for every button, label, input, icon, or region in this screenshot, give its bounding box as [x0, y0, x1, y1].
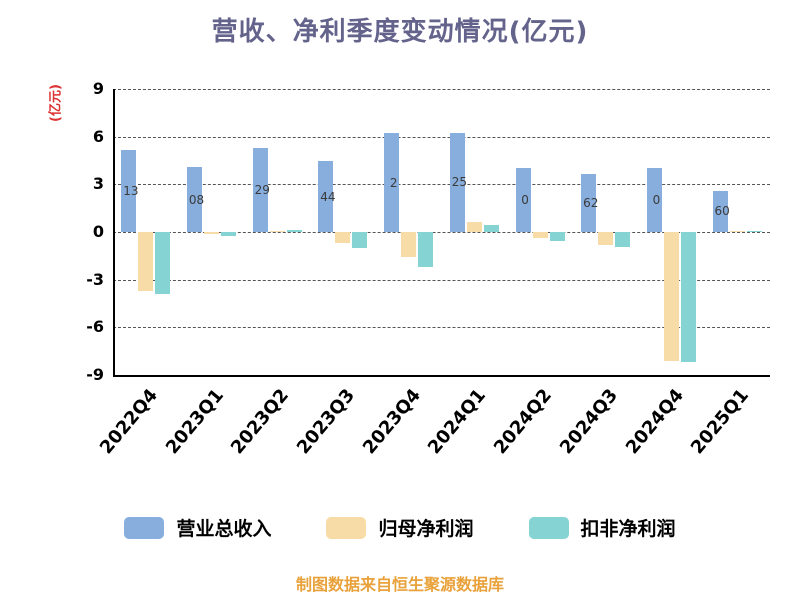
bar-non-gaap-net-profit-2024Q3	[615, 232, 631, 248]
bar-net-profit-2023Q1	[204, 232, 220, 235]
x-axis-tick: 2022Q4	[95, 385, 162, 459]
bar-value-label: 29	[254, 182, 270, 197]
bar-revenue-2024Q3	[581, 174, 597, 232]
bar-revenue-2023Q2	[252, 147, 268, 232]
legend-label-net-profit: 归母净利润	[378, 518, 474, 540]
bar-net-profit-2025Q1	[729, 231, 745, 232]
x-axis-line	[113, 375, 770, 377]
bar-value-label: 44	[320, 189, 336, 204]
y-axis-tick: -9	[86, 365, 104, 385]
gridline	[113, 184, 770, 186]
bar-revenue-2022Q4	[121, 150, 137, 232]
bar-non-gaap-net-profit-2023Q4	[418, 232, 434, 267]
bar-revenue-2025Q1	[712, 190, 728, 232]
y-axis-tick: -6	[86, 317, 104, 337]
bar-net-profit-2023Q4	[401, 232, 417, 258]
bar-revenue-2023Q1	[187, 167, 203, 232]
y-axis-tick: 3	[92, 174, 104, 194]
bar-net-profit-2024Q1	[466, 221, 482, 232]
bar-net-profit-2024Q4	[663, 232, 679, 361]
x-axis-tick: 2023Q4	[358, 385, 425, 459]
bar-net-profit-2024Q3	[598, 232, 614, 245]
gridline	[113, 232, 770, 233]
bar-value-label: 60	[714, 204, 730, 219]
gridline	[113, 279, 770, 281]
bar-non-gaap-net-profit-2024Q2	[549, 232, 565, 241]
x-axis-tick: 2023Q1	[161, 385, 228, 459]
bar-value-label: 2	[389, 175, 398, 190]
data-source-note: 制图数据来自恒生聚源数据库	[295, 575, 504, 594]
x-axis-tick: 2024Q3	[555, 385, 622, 459]
bar-value-label: 62	[583, 196, 599, 211]
legend-item-non-gaap-net-profit: 扣非净利润	[528, 514, 676, 541]
legend-swatch-non-gaap-net-profit	[528, 516, 569, 539]
bar-non-gaap-net-profit-2023Q3	[352, 232, 368, 248]
x-axis-tick: 2024Q2	[489, 385, 557, 459]
gridline	[113, 89, 770, 90]
legend: 营业总收入 归母净利润 扣非净利润	[0, 514, 800, 541]
y-axis-tick: 0	[92, 222, 104, 242]
bar-non-gaap-net-profit-2022Q4	[155, 232, 171, 294]
x-axis-tick: 2023Q3	[292, 385, 360, 459]
bar-non-gaap-net-profit-2023Q2	[286, 230, 302, 232]
bar-non-gaap-net-profit-2024Q4	[680, 232, 696, 363]
x-axis-tick: 2024Q1	[424, 385, 491, 459]
y-axis-line	[113, 89, 115, 375]
legend-swatch-net-profit	[326, 516, 367, 539]
bar-net-profit-2024Q2	[532, 232, 548, 238]
x-axis-tick: 2024Q4	[621, 385, 688, 459]
bar-revenue-2024Q1	[449, 132, 465, 232]
bar-non-gaap-net-profit-2024Q1	[483, 224, 499, 232]
y-axis-tick: 6	[92, 126, 104, 146]
bar-value-label: 13	[123, 184, 139, 199]
bar-value-label: 08	[188, 192, 205, 207]
legend-label-revenue: 营业总收入	[176, 518, 272, 540]
bar-revenue-2024Q2	[515, 168, 531, 232]
x-axis-tick: 2023Q2	[227, 385, 294, 459]
bar-revenue-2024Q4	[646, 168, 662, 232]
legend-label-non-gaap-net-profit: 扣非净利润	[580, 518, 676, 540]
bar-revenue-2023Q3	[318, 161, 334, 232]
bar-revenue-2023Q4	[384, 133, 400, 232]
gridline	[113, 136, 770, 138]
x-axis-tick: 2025Q1	[687, 385, 754, 459]
y-axis-tick: -3	[86, 269, 104, 289]
bar-non-gaap-net-profit-2025Q1	[746, 231, 762, 232]
bar-value-label: 0	[652, 193, 661, 208]
legend-item-revenue: 营业总收入	[124, 514, 271, 541]
bar-net-profit-2022Q4	[138, 232, 154, 291]
legend-item-net-profit: 归母净利润	[326, 514, 474, 541]
y-axis-tick: 9	[92, 79, 104, 99]
bar-net-profit-2023Q3	[335, 232, 351, 244]
legend-swatch-revenue	[124, 516, 165, 539]
bar-net-profit-2023Q2	[269, 231, 285, 232]
bar-non-gaap-net-profit-2023Q1	[221, 232, 237, 236]
gridline	[113, 327, 770, 329]
chart-title: 营收、净利季度变动情况(亿元)	[211, 17, 589, 47]
bar-value-label: 25	[451, 175, 467, 190]
bar-value-label: 0	[521, 193, 529, 208]
